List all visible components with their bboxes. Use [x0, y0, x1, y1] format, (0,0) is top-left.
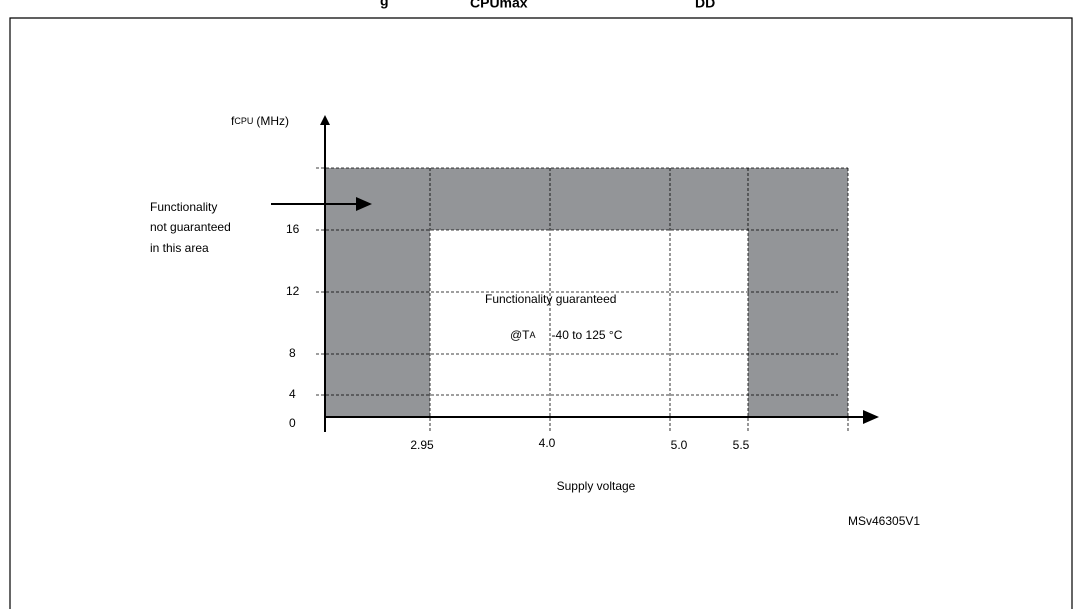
figure-id: MSv46305V1	[848, 514, 920, 528]
x-tick-label: 5.0	[671, 438, 688, 452]
y-tick-label: 4	[289, 387, 296, 401]
not-guaranteed-top	[325, 168, 848, 230]
guaranteed-temp: @TA -40 to 125 °C	[510, 328, 623, 342]
note-line: not guaranteed	[150, 220, 231, 234]
y-tick-label: 12	[286, 284, 300, 298]
note-line: Functionality	[150, 200, 217, 214]
y-unit: (MHz)	[256, 114, 289, 128]
not-guaranteed-left	[325, 230, 430, 417]
frame	[9, 17, 1073, 609]
y-axis-label: fCPU (MHz)	[231, 114, 289, 128]
x-tick-label: 5.5	[733, 438, 750, 452]
grid	[316, 167, 849, 432]
title-fragment: DD	[695, 0, 715, 11]
y-tick-label: 8	[289, 346, 296, 360]
guaranteed-label: Functionality guaranteed	[485, 292, 616, 306]
title-fragment: CPUmax	[470, 0, 528, 11]
not-guaranteed-right	[748, 230, 848, 417]
x-tick-label: 4.0	[539, 436, 556, 450]
y-symbol: f	[231, 114, 235, 128]
x-tick-label: 2.95	[410, 438, 434, 452]
y-subscript: CPU	[234, 116, 253, 126]
x-axis-label: Supply voltage	[557, 479, 636, 493]
title-fragment: g	[380, 0, 389, 9]
temp-prefix: @T	[510, 328, 530, 342]
temp-range: -40 to 125 °C	[552, 328, 623, 342]
y-tick-label: 16	[286, 222, 300, 236]
temp-subscript: A	[530, 330, 536, 340]
y-tick-label: 0	[289, 416, 296, 430]
note-line: in this area	[150, 241, 209, 255]
